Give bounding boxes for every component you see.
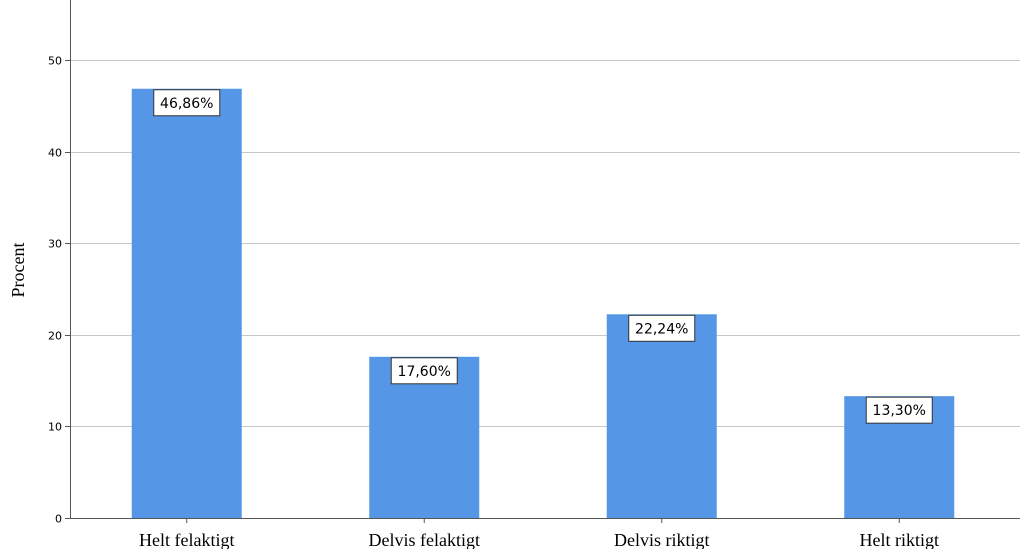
data-labels: 46,86% 17,60% 22,24% 13,30% [153, 89, 933, 424]
data-label: 13,30% [873, 403, 926, 419]
y-tick-label: 30 [48, 238, 62, 251]
category-label: Helt felaktigt [139, 530, 234, 549]
data-label-box [390, 357, 458, 385]
y-tick-label: 40 [48, 147, 62, 160]
y-tick-labels: 0 10 20 30 40 50 [48, 55, 70, 526]
data-label: 22,24% [635, 321, 688, 337]
data-label: 17,60% [398, 364, 451, 380]
category-label: Helt riktigt [860, 530, 940, 549]
bar [606, 314, 717, 518]
y-axis-label: Procent [8, 243, 28, 298]
axes [70, 0, 1020, 519]
y-tick-label: 50 [48, 55, 62, 68]
data-label-box [865, 396, 933, 424]
bars [131, 88, 955, 519]
y-tick-label: 20 [48, 330, 62, 343]
y-tick-label: 10 [48, 421, 62, 434]
category-labels: Helt felaktigt Delvis felaktigt Delvis rik… [139, 518, 939, 549]
category-label: Delvis felaktigt [369, 530, 480, 549]
category-label: Delvis riktigt [614, 530, 710, 549]
data-label-box [153, 89, 221, 117]
bar [131, 88, 242, 519]
data-label-box [628, 314, 696, 342]
y-tick-label: 0 [55, 513, 62, 526]
data-label: 46,86% [160, 96, 213, 112]
